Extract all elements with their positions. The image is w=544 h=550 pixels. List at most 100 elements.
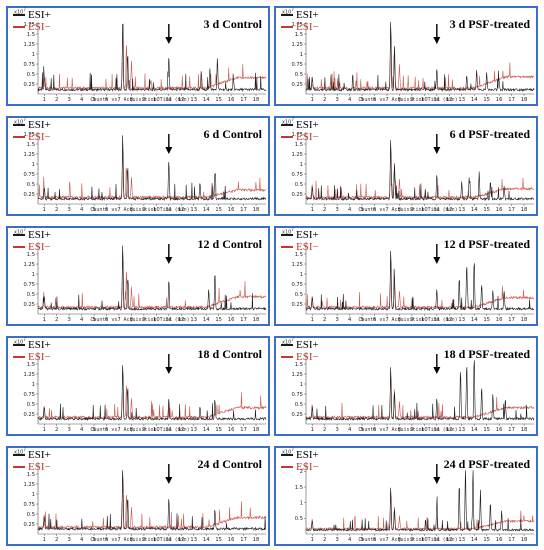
x-tick-label: 13 (458, 97, 465, 103)
legend-swatch (281, 234, 293, 236)
y-tick-label: 0.5 (27, 72, 35, 78)
y-tick-label: 1 (32, 162, 35, 168)
x-tick-label: 16 (228, 537, 235, 543)
x-tick-label: 14 (203, 427, 210, 433)
x-tick-label: 13 (190, 317, 197, 323)
exponent-power: 7 (291, 7, 294, 12)
legend: ESI+ ESI− (13, 119, 51, 143)
legend-item: ESI+ (13, 9, 51, 21)
legend: ESI+ ESI− (281, 449, 319, 473)
x-tick-label: 1 (43, 317, 46, 323)
x-tick-label: 13 (190, 97, 197, 103)
arrow-head (433, 477, 441, 484)
exponent-base: x10 (282, 9, 292, 16)
legend-item: ESI− (281, 21, 319, 33)
exponent-power: 7 (291, 117, 294, 122)
legend-item: ESI− (13, 351, 51, 363)
y-tick-label: 1 (32, 272, 35, 278)
y-tick-label: 0.25 (23, 82, 35, 88)
x-tick-label: 3 (335, 207, 338, 213)
series-trace-esi-plus (305, 250, 535, 312)
y-exponent-label: x107 (282, 447, 294, 456)
x-tick-label: 7 (117, 207, 120, 213)
legend-item: ESI+ (13, 229, 51, 241)
x-tick-label: 6 (373, 97, 376, 103)
legend-label: ESI+ (28, 449, 51, 461)
legend-swatch (13, 246, 25, 248)
legend-item: ESI− (281, 351, 319, 363)
y-tick-label: 1.75 (23, 22, 35, 28)
x-tick-label: 6 (105, 427, 108, 433)
arrow-head (165, 147, 173, 154)
legend-label: ESI− (28, 461, 51, 473)
x-tick-label: 9 (410, 317, 413, 323)
y-tick-label: 1.5 (27, 362, 35, 368)
arrow-head (433, 257, 441, 264)
x-tick-label: 5 (360, 207, 363, 213)
x-tick-label: 18 (253, 537, 260, 543)
panel-title: 18 d Control (197, 347, 262, 361)
y-tick-label: 0.75 (291, 282, 303, 288)
legend-item: ESI− (281, 461, 319, 473)
x-tick-label: 6 (373, 317, 376, 323)
x-tick-label: 9 (142, 537, 145, 543)
y-tick-label: 0.5 (27, 402, 35, 408)
x-tick-label: 2 (55, 427, 58, 433)
legend-item: ESI− (13, 461, 51, 473)
x-tick-label: 12 (446, 427, 453, 433)
x-tick-label: 4 (348, 317, 352, 323)
series-trace-esi-minus (305, 492, 535, 531)
x-tick-label: 2 (323, 97, 326, 103)
y-tick-label: 1.5 (295, 142, 303, 148)
chromatogram-panel: 1 2 3 4 5 6 7 8 9 10 11 12 13 14 15 16 17 18 0.25 0.5 0.75 1 1… (6, 336, 270, 436)
chromatogram-panel: 1 2 3 4 5 6 7 8 9 10 11 12 13 14 15 16 17 18 0.25 0.5 0.75 1 1… (6, 116, 270, 216)
y-tick-label: 1 (300, 162, 303, 168)
x-tick-label: 4 (348, 537, 352, 543)
legend: ESI+ ESI− (281, 119, 319, 143)
legend-item: ESI+ (281, 119, 319, 131)
y-tick-label: 0.5 (295, 402, 303, 408)
x-tick-label: 16 (496, 207, 503, 213)
y-tick-label: 0.25 (23, 522, 35, 528)
legend-swatch (13, 466, 25, 468)
x-tick-label: 1 (311, 427, 314, 433)
chromatogram-panel: 1 2 3 4 5 6 7 8 9 10 11 12 13 14 15 16 17 18 0.5 1 1.5 2 x107 E… (274, 446, 538, 546)
x-tick-label: 1 (43, 97, 46, 103)
x-tick-label: 2 (323, 537, 326, 543)
x-tick-label: 8 (398, 427, 401, 433)
legend-label: ESI− (28, 131, 51, 143)
x-tick-label: 13 (458, 537, 465, 543)
exponent-power: 7 (291, 337, 294, 342)
x-tick-label: 13 (458, 427, 465, 433)
y-tick-label: 1.5 (295, 252, 303, 258)
x-tick-label: 12 (446, 97, 453, 103)
x-tick-label: 12 (178, 317, 185, 323)
y-tick-label: 1.5 (295, 362, 303, 368)
y-tick-label: 0.25 (23, 412, 35, 418)
x-tick-label: 3 (335, 537, 338, 543)
x-tick-label: 17 (240, 537, 247, 543)
x-axis-label: Counts vs. Acquisition Time (min) (358, 427, 458, 433)
x-tick-label: 13 (190, 427, 197, 433)
legend: ESI+ ESI− (281, 339, 319, 363)
legend-swatch (13, 136, 25, 138)
y-exponent-label: x107 (282, 7, 294, 16)
y-tick-label: 1.25 (23, 262, 35, 268)
x-tick-label: 15 (215, 207, 222, 213)
x-tick-label: 10 (153, 207, 160, 213)
x-tick-label: 5 (92, 207, 95, 213)
x-tick-label: 12 (446, 207, 453, 213)
x-tick-label: 16 (496, 427, 503, 433)
y-tick-label: 1 (300, 382, 303, 388)
x-tick-label: 5 (92, 317, 95, 323)
x-axis-label: Counts vs. Acquisition Time (min) (358, 97, 458, 103)
x-tick-label: 6 (373, 427, 376, 433)
x-axis-label: Counts vs. Acquisition Time (min) (358, 537, 458, 543)
x-tick-label: 9 (142, 207, 145, 213)
x-tick-label: 9 (142, 317, 145, 323)
x-tick-label: 4 (348, 427, 352, 433)
series-trace-esi-minus (305, 373, 535, 420)
legend-label: ESI+ (28, 9, 51, 21)
x-tick-label: 4 (80, 537, 84, 543)
chromatogram-plot: 1 2 3 4 5 6 7 8 9 10 11 12 13 14 15 16 17 180.511.52 (295, 462, 535, 543)
